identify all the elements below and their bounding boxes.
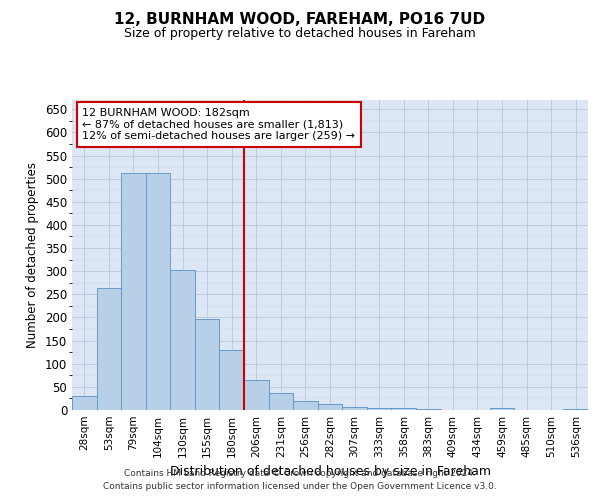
Text: Size of property relative to detached houses in Fareham: Size of property relative to detached ho… <box>124 28 476 40</box>
Bar <box>72 396 97 410</box>
X-axis label: Distribution of detached houses by size in Fareham: Distribution of detached houses by size … <box>170 466 491 478</box>
Bar <box>391 408 416 410</box>
Text: Contains public sector information licensed under the Open Government Licence v3: Contains public sector information licen… <box>103 482 497 491</box>
Bar <box>318 404 342 410</box>
Bar <box>220 350 244 410</box>
Bar <box>121 172 146 410</box>
Bar <box>170 270 195 410</box>
Text: 12, BURNHAM WOOD, FAREHAM, PO16 7UD: 12, BURNHAM WOOD, FAREHAM, PO16 7UD <box>115 12 485 28</box>
Bar <box>146 172 170 410</box>
Bar <box>563 408 588 410</box>
Bar <box>490 408 514 410</box>
Bar <box>367 408 391 410</box>
Bar <box>293 400 318 410</box>
Bar <box>195 319 220 410</box>
Bar <box>269 393 293 410</box>
Bar <box>342 407 367 410</box>
Bar <box>97 288 121 410</box>
Bar <box>244 380 269 410</box>
Y-axis label: Number of detached properties: Number of detached properties <box>26 162 40 348</box>
Text: 12 BURNHAM WOOD: 182sqm
← 87% of detached houses are smaller (1,813)
12% of semi: 12 BURNHAM WOOD: 182sqm ← 87% of detache… <box>82 108 355 141</box>
Text: Contains HM Land Registry data © Crown copyright and database right 2024.: Contains HM Land Registry data © Crown c… <box>124 468 476 477</box>
Bar <box>416 408 440 410</box>
